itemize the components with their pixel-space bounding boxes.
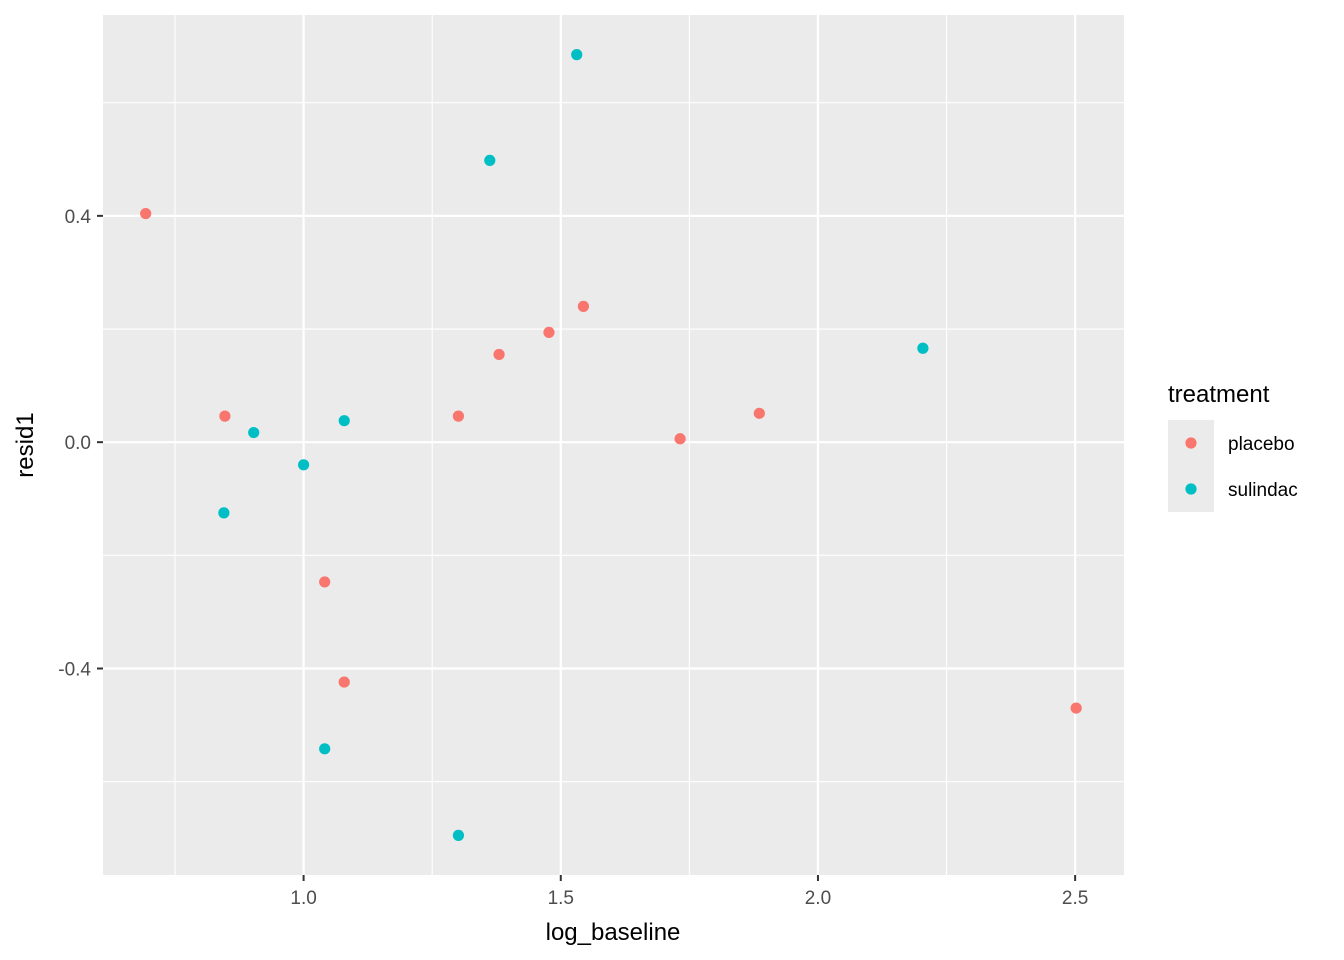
data-point-placebo (577, 300, 590, 312)
data-point-placebo (140, 207, 152, 220)
x-tick-label: 2.5 (1062, 888, 1088, 909)
y-tick-label: 0.0 (65, 433, 91, 454)
data-point-placebo (452, 410, 465, 422)
data-point-sulindac (319, 743, 331, 755)
data-point-placebo (543, 326, 555, 339)
x-axis: 1.0 1.5 2.0 2.5 (290, 875, 1088, 909)
data-point-sulindac (452, 829, 465, 841)
x-axis-title: log_baseline (546, 919, 681, 946)
data-point-sulindac (484, 154, 496, 167)
plot-panel (103, 15, 1124, 875)
x-tick-label: 1.5 (548, 888, 574, 909)
legend-keys: placebo sulindac (1168, 420, 1298, 512)
data-point-sulindac (248, 426, 260, 439)
grid-major (103, 15, 1124, 875)
legend-label-placebo: placebo (1228, 434, 1295, 455)
data-point-sulindac (338, 415, 350, 427)
data-point-placebo (338, 676, 350, 688)
legend-label-sulindac: sulindac (1228, 480, 1298, 501)
data-point-placebo (674, 433, 686, 445)
legend-key-sulindac (1185, 483, 1197, 495)
grid-minor (103, 15, 1124, 875)
y-axis: -0.4 0.0 0.4 (58, 207, 103, 680)
data-point-placebo (1070, 702, 1082, 714)
x-tick-label: 1.0 (290, 888, 316, 909)
data-point-placebo (493, 348, 505, 361)
legend: treatment placebo sulindac (1168, 381, 1298, 512)
data-point-sulindac (297, 459, 310, 471)
y-axis-title: resid1 (12, 412, 39, 477)
data-point-sulindac (917, 342, 929, 354)
y-tick-label: 0.4 (65, 207, 92, 228)
x-tick-label: 2.0 (805, 888, 831, 909)
data-point-placebo (753, 407, 765, 419)
legend-key-placebo (1185, 437, 1197, 449)
data-points (140, 49, 1082, 841)
legend-title: treatment (1168, 381, 1270, 408)
data-point-sulindac (218, 507, 230, 519)
data-point-sulindac (571, 49, 583, 61)
data-point-placebo (219, 410, 231, 422)
y-tick-label: -0.4 (58, 659, 91, 680)
data-point-placebo (319, 576, 331, 588)
